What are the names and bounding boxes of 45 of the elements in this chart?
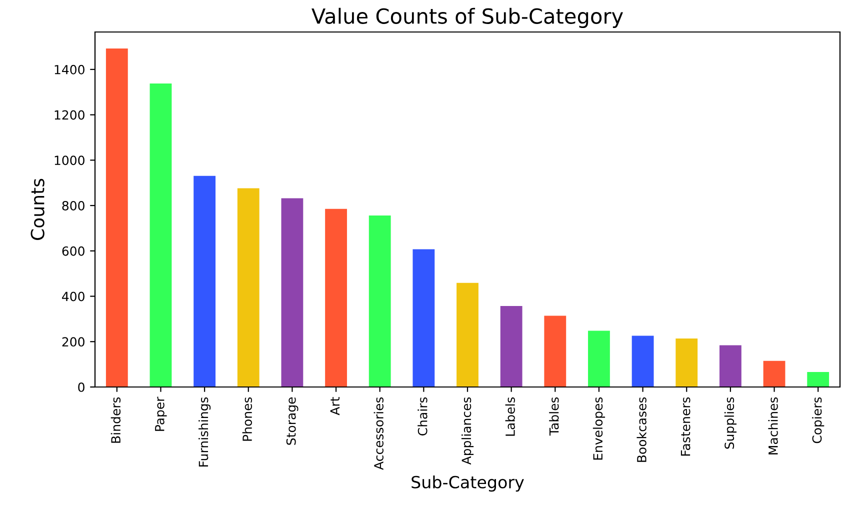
bar: [632, 336, 654, 387]
bar: [325, 208, 347, 387]
y-tick-label: 1400: [54, 64, 84, 74]
y-tick-label: 0: [78, 382, 84, 392]
bar: [588, 330, 610, 387]
x-tick-label: Envelopes: [592, 397, 606, 460]
x-tick-label: Accessories: [374, 397, 384, 470]
bar: [150, 83, 172, 387]
bar: [412, 249, 435, 387]
bar: [237, 188, 260, 387]
y-tick-label: 600: [62, 246, 84, 256]
y-axis-title: Counts: [30, 178, 44, 240]
x-tick-label: Chairs: [418, 397, 428, 436]
y-tick-label: 1000: [54, 156, 84, 166]
y-tick-label: 800: [62, 201, 84, 210]
x-tick-label: Paper: [155, 396, 167, 431]
bar: [456, 282, 478, 387]
x-tick-label: Binders: [110, 397, 121, 443]
y-tick-label: 200: [62, 337, 84, 347]
x-tick-label: Tables: [549, 397, 559, 436]
bar: [763, 360, 786, 387]
bar: [544, 316, 566, 387]
x-tick-label: Machines: [768, 397, 778, 454]
bar: [194, 176, 216, 387]
x-axis-title: Sub-Category: [412, 476, 524, 492]
x-tick-label: Fasteners: [680, 397, 690, 456]
bar: [368, 216, 391, 387]
bar: [676, 338, 698, 387]
bar: [719, 345, 742, 387]
x-tick-label: Bookcases: [636, 397, 646, 462]
x-tick-label: Labels: [505, 397, 515, 436]
bar: [807, 372, 830, 387]
x-tick-label: Art: [330, 397, 340, 416]
bar: [106, 48, 128, 387]
x-tick-label: Phones: [242, 397, 252, 441]
x-tick-label: Supplies: [724, 397, 736, 449]
x-tick-label: Furnishings: [198, 397, 211, 467]
bar: [500, 306, 522, 387]
chart-title: Value Counts of Sub-Category: [312, 8, 623, 28]
x-tick-label: Copiers: [812, 397, 824, 444]
y-tick-label: 400: [62, 292, 84, 302]
x-tick-label: Storage: [286, 397, 298, 445]
bar: [281, 198, 304, 387]
x-tick-label: Appliances: [461, 397, 474, 465]
y-tick-label: 1200: [54, 110, 84, 120]
